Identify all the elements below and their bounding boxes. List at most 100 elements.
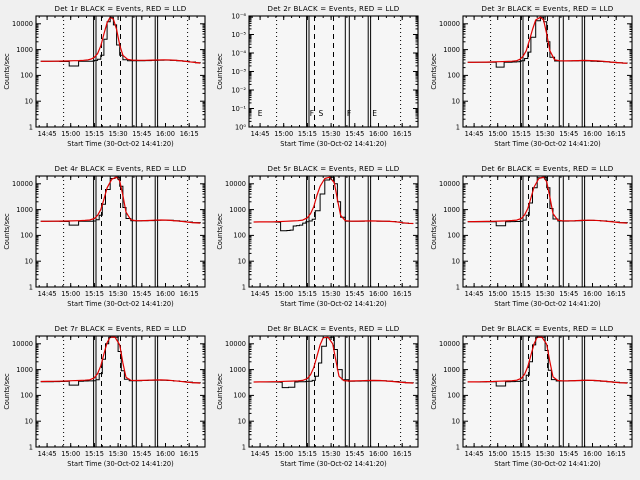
y-tick-label: 10000 <box>439 180 460 188</box>
panel-title: Det 9r BLACK = Events, RED = LLD <box>481 324 613 333</box>
x-tick-label: 14:45 <box>251 450 270 458</box>
x-tick-label: 15:45 <box>559 130 578 138</box>
y-axis-label: Counts/sec <box>3 213 11 250</box>
y-axis-label: Counts/sec <box>430 213 438 250</box>
x-tick-label: 16:15 <box>393 450 412 458</box>
x-tick-label: 14:45 <box>464 130 483 138</box>
x-tick-label: 14:45 <box>38 130 57 138</box>
panel-title: Det 5r BLACK = Events, RED = LLD <box>268 164 400 173</box>
x-tick-label: 15:15 <box>85 130 104 138</box>
x-tick-label: 15:15 <box>85 290 104 298</box>
x-tick-label: 15:45 <box>559 290 578 298</box>
x-tick-label: 14:45 <box>464 290 483 298</box>
lld-curve <box>40 336 201 384</box>
plot-panel-6: Det 6r BLACK = Events, RED = LLD 14:45 15:… <box>426 160 640 320</box>
y-axis-label: Counts/sec <box>3 53 11 90</box>
y-tick-label: 100 <box>447 232 460 240</box>
plot-panel-8: Det 8r BLACK = Events, RED = LLD 14:45 15:… <box>213 320 427 480</box>
lld-curve <box>467 336 627 384</box>
x-tick-label: 15:30 <box>109 130 128 138</box>
lld-curve <box>40 176 201 224</box>
x-tick-label: 15:15 <box>512 290 531 298</box>
x-tick-label: 14:45 <box>251 290 270 298</box>
panel-title: Det 8r BLACK = Events, RED = LLD <box>268 324 400 333</box>
y-tick-label: 1000 <box>230 366 247 374</box>
y-tick-label: 10 <box>451 258 459 266</box>
x-axis-label: Start Time (30-Oct-02 14:41:20) <box>281 460 387 468</box>
y-tick-label: 1 <box>455 123 459 131</box>
x-tick-label: 15:15 <box>512 450 531 458</box>
event-marker: F <box>310 109 314 118</box>
x-tick-label: 15:15 <box>85 450 104 458</box>
x-tick-label: 15:45 <box>559 450 578 458</box>
x-tick-label: 16:00 <box>369 290 388 298</box>
y-tick-label: 10⁻¹ <box>232 105 247 113</box>
y-tick-label: 10000 <box>225 340 246 348</box>
x-tick-label: 16:00 <box>583 450 602 458</box>
y-tick-label: 10 <box>451 418 459 426</box>
y-tick-label: 10⁻⁵ <box>232 31 247 39</box>
x-tick-label: 15:00 <box>275 130 294 138</box>
x-tick-label: 15:00 <box>488 290 507 298</box>
y-tick-label: 100 <box>447 72 460 80</box>
y-axis-label: Counts/sec <box>216 53 224 90</box>
x-tick-label: 16:15 <box>393 290 412 298</box>
y-tick-label: 10 <box>238 418 246 426</box>
x-tick-label: 15:00 <box>275 450 294 458</box>
x-tick-label: 15:30 <box>322 450 341 458</box>
plot-panel-7: Det 7r BLACK = Events, RED = LLD 14:45 15:… <box>0 320 213 480</box>
y-tick-label: 1 <box>455 283 459 291</box>
y-tick-label: 100 <box>234 232 247 240</box>
event-marker: E <box>373 109 378 118</box>
y-tick-label: 10000 <box>12 180 33 188</box>
x-tick-label: 16:15 <box>606 290 625 298</box>
x-tick-label: 16:00 <box>156 130 175 138</box>
y-tick-label: 10 <box>25 98 33 106</box>
x-tick-label: 16:15 <box>393 130 412 138</box>
x-tick-label: 15:15 <box>512 130 531 138</box>
x-tick-label: 15:30 <box>322 290 341 298</box>
y-tick-label: 1000 <box>443 46 460 54</box>
y-tick-label: 1 <box>29 283 33 291</box>
x-tick-label: 15:45 <box>132 290 151 298</box>
x-axis-label: Start Time (30-Oct-02 14:41:20) <box>494 140 600 148</box>
plot-panel-5: Det 5r BLACK = Events, RED = LLD 14:45 15:… <box>213 160 427 320</box>
event-marker: F <box>347 109 351 118</box>
x-tick-label: 16:15 <box>606 450 625 458</box>
y-tick-label: 10⁻⁶ <box>232 12 247 20</box>
x-tick-label: 15:15 <box>298 450 317 458</box>
y-tick-label: 100 <box>20 232 33 240</box>
y-tick-label: 100 <box>447 392 460 400</box>
y-tick-label: 1 <box>29 123 33 131</box>
lld-curve <box>254 336 414 384</box>
x-tick-label: 15:15 <box>298 290 317 298</box>
x-tick-label: 14:45 <box>38 450 57 458</box>
y-tick-label: 10000 <box>225 180 246 188</box>
x-tick-label: 15:30 <box>535 290 554 298</box>
x-tick-label: 16:15 <box>180 290 199 298</box>
y-tick-label: 10 <box>451 98 459 106</box>
x-tick-label: 15:00 <box>488 450 507 458</box>
x-tick-label: 16:00 <box>583 130 602 138</box>
x-tick-label: 16:00 <box>369 450 388 458</box>
lld-curve <box>254 176 414 225</box>
x-tick-label: 15:30 <box>535 130 554 138</box>
y-tick-label: 10 <box>25 258 33 266</box>
plot-panel-2: Det 2r BLACK = Events, RED = LLD E F S F E 14:… <box>213 0 427 160</box>
x-axis-label: Start Time (30-Oct-02 14:41:20) <box>67 140 173 148</box>
x-tick-label: 15:45 <box>132 450 151 458</box>
x-tick-label: 15:30 <box>322 130 341 138</box>
x-tick-label: 15:45 <box>132 130 151 138</box>
x-tick-label: 15:30 <box>535 450 554 458</box>
x-tick-label: 16:15 <box>180 450 199 458</box>
y-tick-label: 100 <box>234 392 247 400</box>
x-axis-label: Start Time (30-Oct-02 14:41:20) <box>281 140 387 148</box>
y-tick-label: 100 <box>20 392 33 400</box>
panel-title: Det 4r BLACK = Events, RED = LLD <box>55 164 187 173</box>
y-axis-label: Counts/sec <box>216 373 224 410</box>
y-tick-label: 1000 <box>16 206 33 214</box>
y-tick-label: 10⁻⁴ <box>232 49 247 57</box>
y-axis-label: Counts/sec <box>430 53 438 90</box>
y-tick-label: 10⁻³ <box>232 68 247 76</box>
